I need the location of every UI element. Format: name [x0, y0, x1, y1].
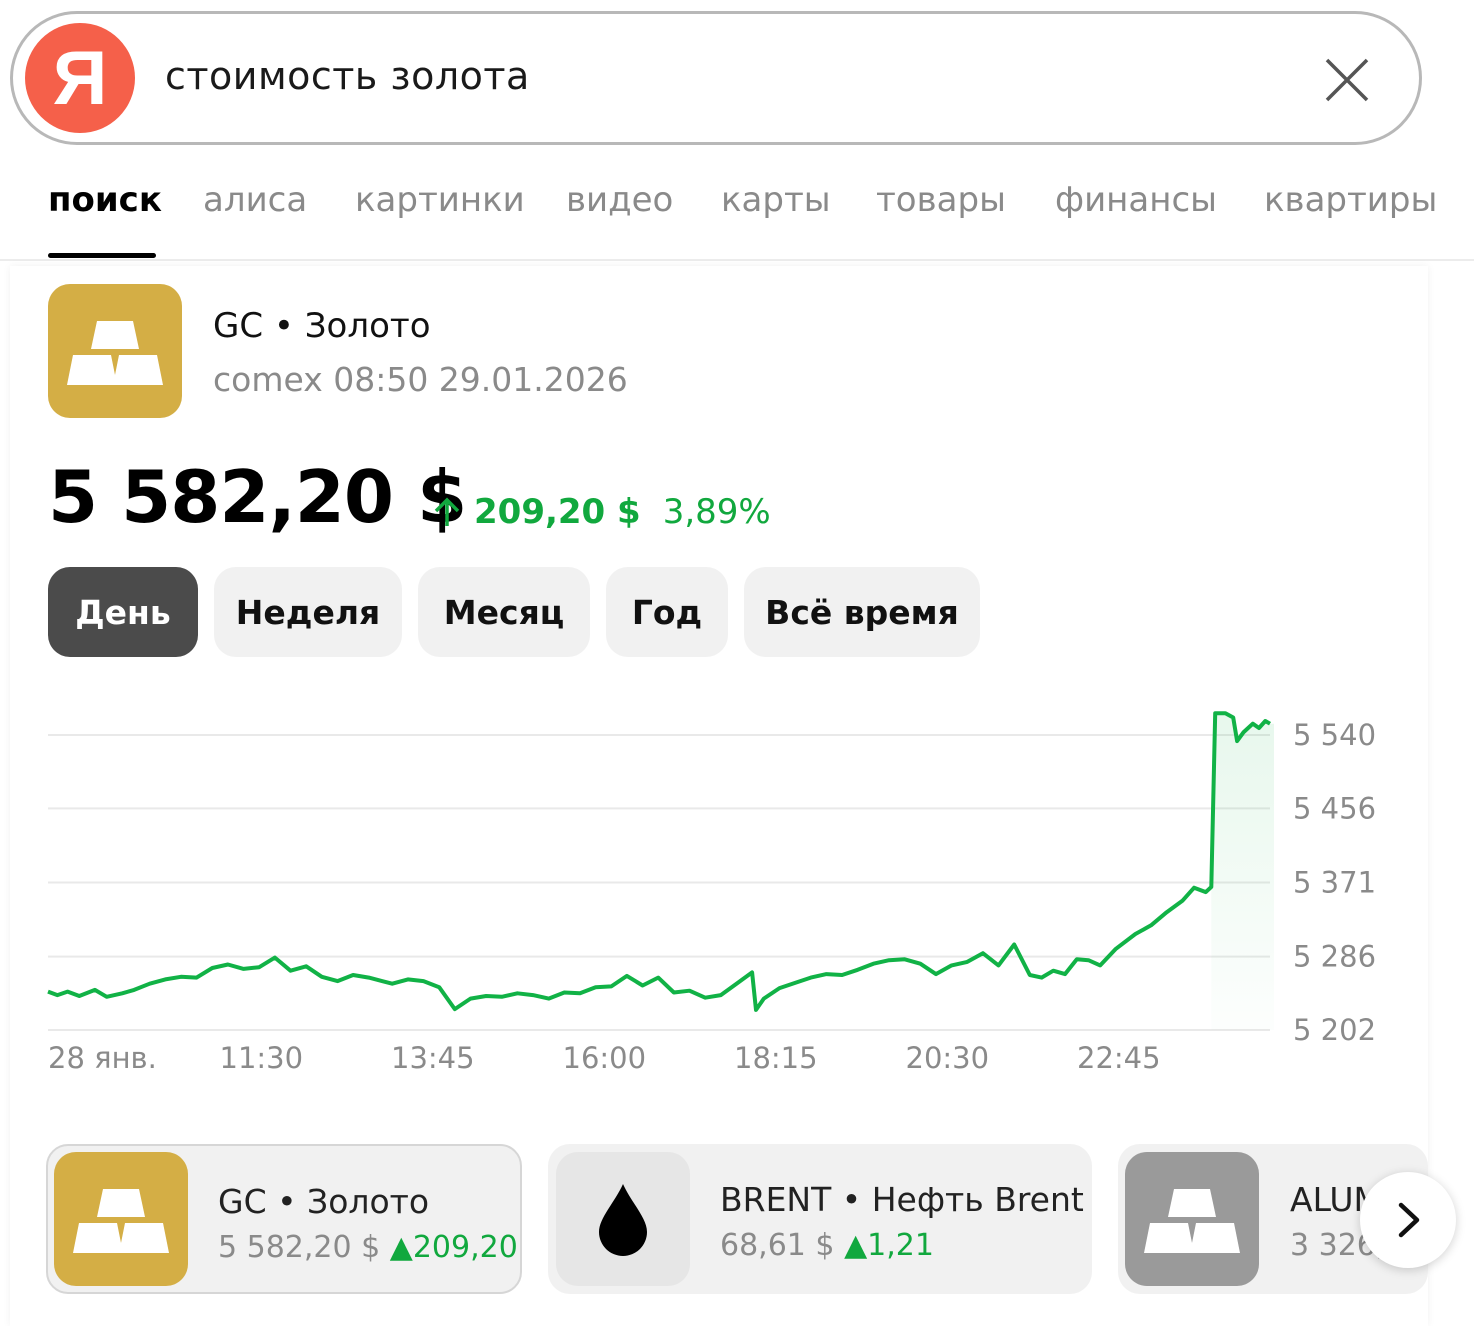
tab-apartments[interactable]: квартиры — [1264, 180, 1438, 220]
metal-bars-icon — [1125, 1152, 1259, 1286]
related-title: GC • Золото — [218, 1182, 430, 1221]
x-tick-label: 20:30 — [906, 1041, 990, 1075]
related-price: 68,61 $ ▲1,21 — [720, 1228, 934, 1263]
tab-search[interactable]: поиск — [48, 180, 162, 220]
x-tick-label: 28 янв. — [48, 1041, 157, 1075]
x-tick-label: 11:30 — [220, 1041, 304, 1075]
related-price-value: 68,61 $ — [720, 1228, 835, 1263]
active-tab-indicator — [48, 253, 156, 258]
tab-video[interactable]: видео — [566, 180, 674, 220]
y-tick-label: 5 371 — [1293, 866, 1376, 900]
search-bar[interactable]: Я стоимость золота — [10, 11, 1422, 145]
related-change: ▲209,20 — [390, 1230, 518, 1265]
chevron-right-icon — [1398, 1202, 1420, 1238]
y-tick-label: 5 286 — [1293, 940, 1376, 974]
x-tick-label: 22:45 — [1077, 1041, 1161, 1075]
oil-drop-icon — [556, 1152, 690, 1286]
period-week-button[interactable]: Неделя — [214, 567, 402, 657]
tab-alice[interactable]: алиса — [203, 180, 308, 220]
related-change: ▲1,21 — [844, 1228, 934, 1263]
y-tick-label: 5 540 — [1293, 718, 1376, 752]
triangle-up-icon: ▲ — [844, 1228, 868, 1263]
scroll-next-button[interactable] — [1360, 1172, 1456, 1268]
search-input[interactable]: стоимость золота — [165, 54, 530, 98]
y-tick-label: 5 202 — [1293, 1013, 1376, 1047]
related-card-brent[interactable]: BRENT • Нефть Brent 68,61 $ ▲1,21 — [548, 1144, 1092, 1294]
y-tick-label: 5 456 — [1293, 791, 1376, 825]
arrow-up-icon — [434, 497, 460, 526]
tab-maps[interactable]: карты — [721, 180, 831, 220]
related-price-value: 5 582,20 $ — [218, 1230, 381, 1265]
current-price: 5 582,20 $ — [48, 455, 467, 539]
related-title: BRENT • Нефть Brent — [720, 1180, 1084, 1219]
price-change: 209,20 $ 3,89% — [432, 492, 771, 532]
close-icon[interactable] — [1323, 56, 1371, 104]
period-year-button[interactable]: Год — [606, 567, 728, 657]
tab-finance[interactable]: финансы — [1055, 180, 1217, 220]
change-percent: 3,89% — [662, 492, 771, 532]
gold-bars-icon — [48, 284, 182, 418]
x-tick-label: 18:15 — [734, 1041, 818, 1075]
gold-bars-icon — [54, 1152, 188, 1286]
logo-letter: Я — [52, 35, 108, 121]
chart-area-fill — [1211, 713, 1274, 1030]
tab-goods[interactable]: товары — [876, 180, 1006, 220]
related-change-value: 1,21 — [867, 1228, 934, 1263]
related-change-value: 209,20 — [412, 1230, 518, 1265]
price-chart[interactable]: 5 540 5 456 5 371 5 286 5 202 28 янв. 11:30 13… — [0, 660, 1474, 1100]
search-tabs: поиск алиса картинки видео карты товары … — [48, 180, 1474, 260]
period-all-time-button[interactable]: Всё время — [744, 567, 980, 657]
related-price: 5 582,20 $ ▲209,20 — [218, 1230, 518, 1265]
triangle-up-icon: ▲ — [389, 1230, 413, 1265]
change-absolute: 209,20 $ — [474, 492, 641, 532]
chart-price-line — [47, 711, 1271, 1012]
yandex-logo[interactable]: Я — [25, 23, 135, 133]
tabs-divider — [0, 259, 1474, 261]
period-day-button[interactable]: День — [48, 567, 198, 657]
x-tick-label: 16:00 — [563, 1041, 647, 1075]
related-card-gold[interactable]: GC • Золото 5 582,20 $ ▲209,20 — [46, 1144, 522, 1294]
tab-images[interactable]: картинки — [355, 180, 525, 220]
asset-exchange-time: comex 08:50 29.01.2026 — [213, 360, 628, 399]
period-month-button[interactable]: Месяц — [418, 567, 590, 657]
x-tick-label: 13:45 — [391, 1041, 475, 1075]
asset-title: GC • Золото — [213, 306, 431, 346]
